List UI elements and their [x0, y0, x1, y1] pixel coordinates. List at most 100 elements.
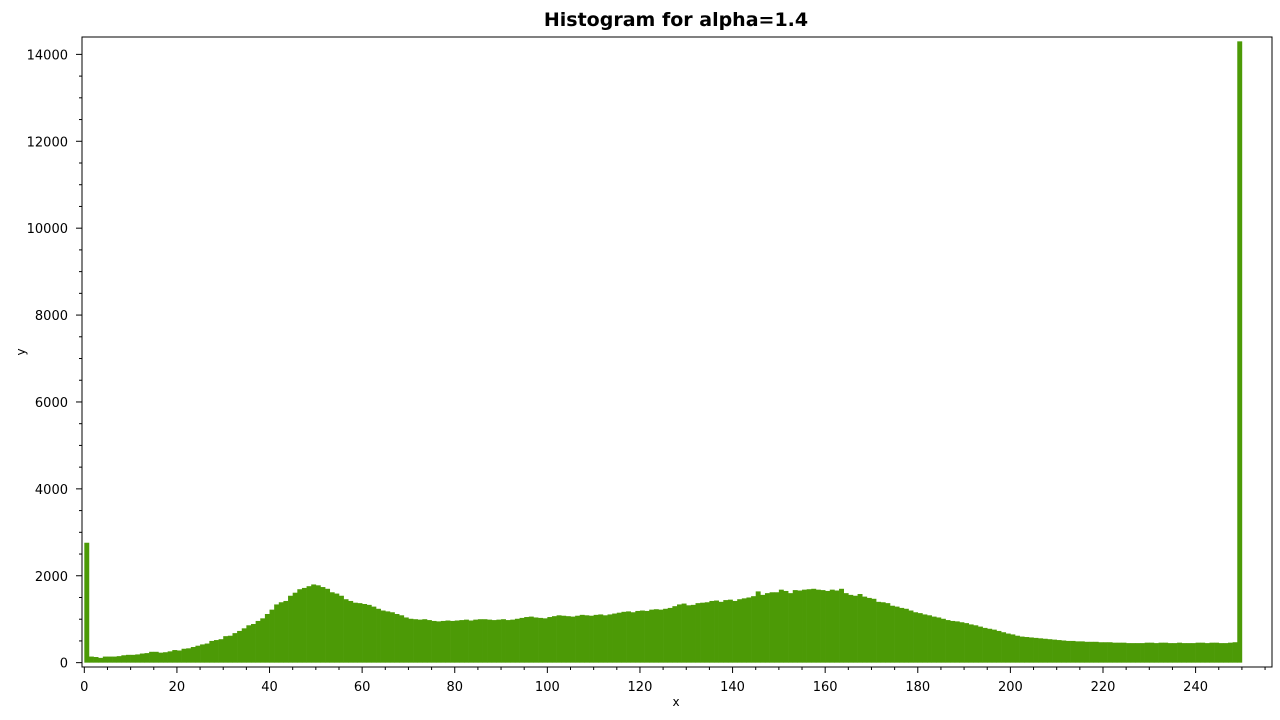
histogram-bar	[84, 542, 90, 663]
histogram-bar	[158, 652, 164, 663]
histogram-bar	[825, 590, 831, 663]
histogram-bar	[764, 593, 770, 663]
histogram-bar	[940, 618, 946, 663]
histogram-bar	[1052, 639, 1057, 663]
histogram-bar	[727, 599, 733, 663]
histogram-bars	[84, 41, 1243, 663]
histogram-bar	[593, 614, 599, 663]
histogram-bar	[459, 620, 465, 663]
histogram-bar	[528, 616, 534, 663]
histogram-bar	[927, 615, 932, 663]
histogram-bar	[991, 629, 997, 663]
histogram-bar	[153, 651, 159, 663]
histogram-bar	[917, 613, 923, 663]
histogram-bar	[371, 606, 377, 663]
histogram-bar	[1102, 642, 1108, 663]
histogram-bar	[626, 611, 631, 663]
histogram-bar	[829, 589, 835, 663]
histogram-bar	[639, 610, 645, 663]
histogram-bar	[1024, 637, 1030, 663]
histogram-bar	[1065, 640, 1071, 663]
y-tick-label: 6000	[35, 396, 68, 411]
histogram-bar	[227, 635, 233, 663]
histogram-bar	[1001, 632, 1007, 663]
histogram-bar	[1214, 642, 1220, 663]
histogram-bar	[121, 655, 127, 663]
histogram-bar	[788, 593, 794, 663]
histogram-bar	[755, 591, 761, 663]
x-tick-label: 100	[535, 680, 560, 695]
histogram-bar	[422, 619, 428, 663]
histogram-bar	[695, 603, 701, 663]
histogram-bar	[1167, 643, 1173, 663]
histogram-bar	[709, 600, 715, 663]
histogram-bar	[144, 653, 150, 663]
histogram-bar	[542, 618, 548, 663]
histogram-bar	[394, 613, 400, 663]
histogram-bar	[797, 590, 803, 663]
histogram-bar	[769, 592, 775, 663]
histogram-bar	[1070, 640, 1076, 663]
histogram-bar	[1135, 643, 1141, 663]
histogram-bar	[501, 619, 506, 663]
histogram-bar	[454, 620, 460, 663]
histogram-bar	[232, 633, 238, 663]
histogram-bar	[973, 625, 979, 663]
histogram-bar	[366, 604, 372, 663]
histogram-bar	[1042, 638, 1048, 663]
histogram-bar	[681, 603, 687, 663]
y-tick-label: 12000	[27, 135, 68, 150]
histogram-bar	[283, 600, 289, 663]
histogram-bar	[431, 620, 437, 663]
histogram-bar	[760, 594, 766, 663]
histogram-bar	[672, 606, 678, 663]
histogram-bar	[839, 588, 844, 663]
histogram-bar	[843, 593, 849, 663]
histogram-bar	[936, 617, 942, 663]
y-tick-label: 0	[60, 657, 68, 672]
y-tick-label: 4000	[35, 483, 68, 498]
histogram-bar	[149, 651, 155, 663]
chart-title: Histogram for alpha=1.4	[544, 9, 808, 31]
histogram-bar	[1089, 641, 1095, 663]
x-tick-label: 140	[720, 680, 745, 695]
histogram-bar	[112, 656, 118, 663]
histogram-bar	[135, 654, 141, 663]
histogram-bar	[181, 648, 187, 663]
histogram-bar	[885, 603, 891, 663]
histogram-bar	[320, 587, 326, 663]
histogram-bar	[1140, 643, 1145, 663]
histogram-bar	[102, 656, 108, 663]
histogram-bar	[1177, 642, 1183, 663]
histogram-bar	[1079, 641, 1085, 663]
histogram-bar	[403, 617, 409, 663]
histogram-bar	[413, 619, 419, 663]
x-tick-label: 20	[169, 680, 186, 695]
histogram-bar	[677, 604, 682, 663]
histogram-bar	[565, 616, 571, 663]
histogram-bar	[899, 607, 905, 663]
histogram-bar	[1028, 637, 1034, 663]
histogram-bar	[417, 619, 423, 663]
histogram-bar	[876, 601, 882, 663]
histogram-bar	[477, 619, 483, 663]
histogram-bar	[630, 612, 636, 663]
histogram-bar	[251, 623, 256, 663]
histogram-bar	[635, 610, 641, 663]
histogram-bar	[1075, 641, 1081, 663]
histogram-bar	[737, 599, 743, 663]
histogram-bar	[348, 600, 354, 663]
histogram-bar	[88, 656, 94, 663]
histogram-bar	[602, 615, 608, 663]
histogram-bar	[218, 639, 224, 663]
histogram-bar	[1112, 642, 1118, 663]
histogram-bar	[616, 612, 622, 663]
histogram-bar	[1019, 636, 1025, 663]
histogram-bar	[954, 621, 960, 663]
x-axis: 0 20 40 60 80 100 120 140 160 180 200 220 240	[80, 667, 1266, 695]
histogram-bar	[538, 617, 544, 663]
histogram-bar	[209, 640, 215, 663]
histogram-bar	[1232, 642, 1238, 663]
histogram-bar	[426, 620, 432, 663]
